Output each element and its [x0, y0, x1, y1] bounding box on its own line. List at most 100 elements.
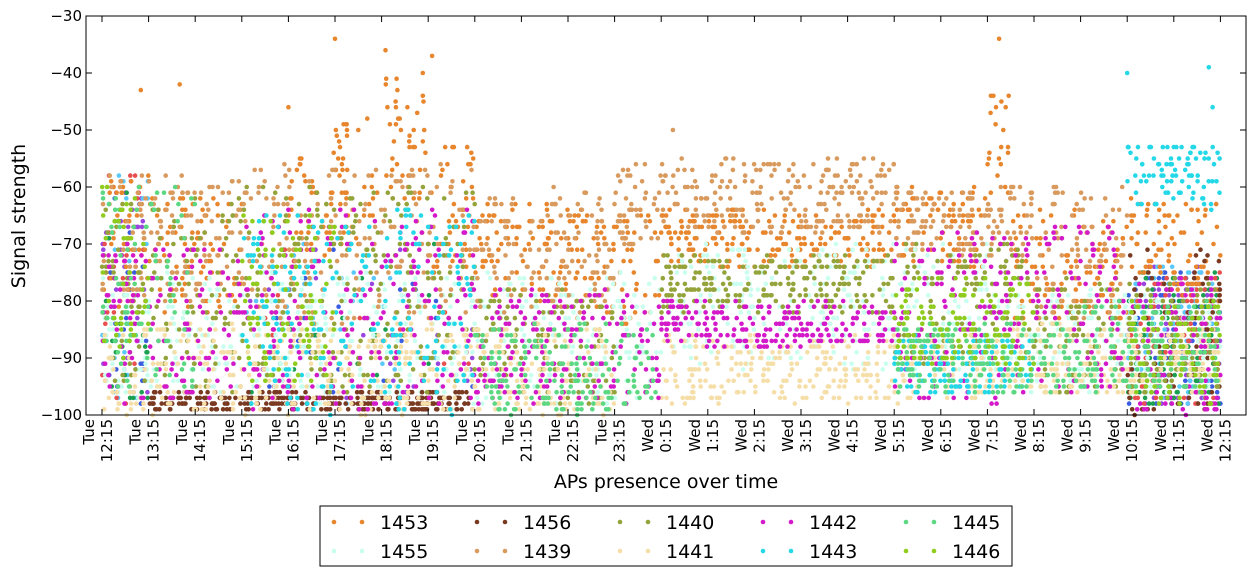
data-point	[247, 298, 253, 304]
data-point	[1202, 258, 1207, 264]
data-point	[1126, 401, 1132, 406]
data-point	[914, 207, 920, 213]
data-point	[692, 287, 697, 292]
data-point	[1153, 355, 1158, 361]
data-point	[658, 350, 664, 355]
data-point	[723, 156, 728, 161]
data-point	[138, 87, 144, 93]
data-point	[692, 218, 697, 224]
data-point	[737, 264, 742, 270]
data-point	[373, 258, 378, 264]
data-point	[698, 293, 703, 298]
data-point	[855, 258, 860, 264]
data-point	[584, 213, 590, 218]
data-point	[778, 190, 784, 195]
data-point	[1205, 327, 1210, 332]
data-point	[366, 401, 371, 406]
data-point	[1202, 287, 1207, 292]
data-point	[750, 179, 755, 184]
data-point	[610, 281, 616, 287]
data-point	[620, 167, 626, 173]
data-point	[952, 298, 958, 304]
data-point	[328, 190, 334, 195]
data-point	[832, 173, 838, 178]
data-point	[731, 281, 737, 287]
data-point	[294, 230, 299, 235]
data-point	[930, 207, 935, 213]
data-point	[709, 281, 714, 287]
data-point	[381, 378, 387, 384]
data-point	[1077, 281, 1082, 287]
data-point	[1040, 264, 1046, 270]
data-point	[336, 304, 341, 310]
data-point	[1150, 287, 1155, 292]
data-point	[389, 167, 395, 173]
data-point	[1209, 281, 1215, 287]
data-point	[499, 241, 504, 247]
data-point	[450, 258, 455, 264]
data-point	[878, 173, 884, 178]
data-point	[636, 321, 641, 327]
data-point	[782, 258, 787, 264]
data-point	[1016, 304, 1022, 310]
data-point	[672, 264, 678, 270]
data-point	[277, 253, 283, 258]
data-point	[676, 247, 681, 252]
data-point	[701, 253, 706, 258]
data-point	[814, 293, 819, 298]
data-point	[324, 327, 330, 332]
data-point	[860, 236, 866, 241]
data-point	[260, 315, 265, 321]
data-point	[512, 315, 518, 321]
data-point	[870, 156, 876, 161]
data-point	[400, 184, 405, 190]
data-point	[645, 213, 651, 218]
data-point	[823, 167, 829, 173]
data-point	[375, 384, 381, 389]
data-point	[785, 179, 791, 184]
data-point	[527, 247, 533, 252]
data-point	[534, 298, 539, 304]
data-point	[357, 218, 362, 224]
data-point	[327, 230, 333, 235]
data-point	[632, 184, 638, 190]
data-point	[864, 213, 870, 218]
data-point	[1081, 315, 1087, 321]
data-point	[459, 407, 465, 412]
data-point	[171, 224, 177, 230]
data-point	[260, 184, 266, 190]
data-point	[429, 355, 435, 361]
data-point	[1116, 315, 1122, 321]
data-point	[230, 258, 236, 264]
data-point	[283, 213, 289, 218]
data-point	[328, 264, 334, 270]
data-point	[485, 201, 490, 207]
data-point	[551, 184, 556, 190]
data-point	[411, 127, 417, 133]
data-point	[109, 241, 114, 247]
data-point	[472, 367, 477, 372]
data-point	[499, 201, 504, 207]
data-point	[507, 281, 512, 287]
data-point	[1044, 281, 1050, 287]
data-point	[996, 230, 1002, 235]
data-point	[230, 213, 236, 218]
data-point	[349, 196, 355, 201]
data-point	[109, 184, 114, 190]
data-point	[742, 247, 748, 252]
data-point	[1209, 384, 1215, 389]
data-point	[632, 230, 637, 235]
data-point	[979, 236, 984, 241]
data-point	[484, 315, 489, 321]
data-point	[337, 230, 343, 235]
data-point	[965, 218, 971, 224]
data-point	[769, 196, 774, 201]
data-point	[414, 110, 420, 116]
data-point	[462, 241, 468, 247]
data-point	[124, 253, 129, 258]
data-point	[345, 407, 351, 412]
data-point	[621, 304, 627, 310]
data-point	[127, 264, 133, 270]
data-point	[406, 139, 412, 144]
data-point	[846, 236, 851, 241]
